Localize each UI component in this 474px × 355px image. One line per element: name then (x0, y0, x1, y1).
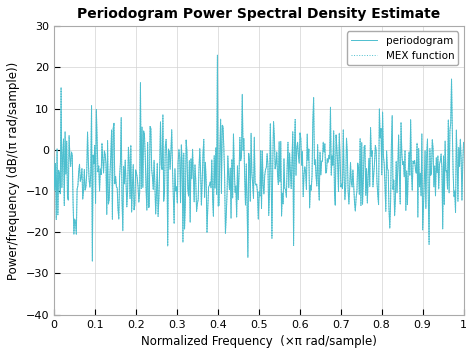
periodogram (90, 259, 95, 263)
periodogram (188, 157, 194, 161)
Line: MEX function: MEX function (54, 55, 464, 261)
periodogram (388, 200, 393, 204)
Title: Periodogram Power Spectral Density Estimate: Periodogram Power Spectral Density Estim… (77, 7, 440, 21)
MEX function (90, 259, 95, 263)
periodogram (461, 140, 466, 144)
MEX function (51, 155, 57, 159)
Legend: periodogram, MEX function: periodogram, MEX function (347, 32, 458, 65)
periodogram (215, 53, 220, 57)
periodogram (51, 155, 57, 159)
periodogram (110, 126, 116, 130)
Line: periodogram: periodogram (54, 55, 464, 261)
periodogram (418, 194, 424, 198)
MEX function (233, 184, 239, 188)
MEX function (215, 53, 220, 57)
MEX function (59, 186, 65, 190)
MEX function (418, 194, 424, 198)
Y-axis label: Power/frequency (dB/(π rad/sample)): Power/frequency (dB/(π rad/sample)) (7, 61, 20, 280)
periodogram (233, 184, 239, 188)
MEX function (188, 157, 194, 161)
MEX function (461, 140, 466, 144)
MEX function (388, 200, 393, 204)
X-axis label: Normalized Frequency  (×π rad/sample): Normalized Frequency (×π rad/sample) (141, 335, 377, 348)
periodogram (59, 186, 65, 190)
MEX function (110, 126, 116, 130)
